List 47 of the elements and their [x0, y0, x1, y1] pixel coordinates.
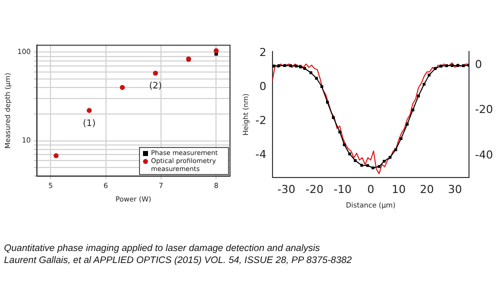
point — [332, 116, 335, 119]
point — [348, 152, 352, 156]
point — [366, 164, 370, 167]
y2-tick-label: -40 — [475, 148, 493, 162]
point — [54, 153, 59, 158]
point — [303, 67, 306, 70]
annotation: (1) — [82, 118, 96, 129]
point — [378, 165, 381, 168]
point — [294, 64, 298, 68]
x-tick-label: 10 — [392, 182, 406, 196]
point — [309, 71, 312, 74]
x-tick-label: -30 — [277, 182, 296, 196]
point — [354, 159, 357, 162]
y-tick-label: -2 — [255, 114, 266, 128]
point — [338, 130, 342, 134]
text: Quantitative phase imaging applied to laser damage detection and analysis — [4, 243, 321, 255]
x-tick-label: -20 — [306, 182, 324, 196]
point — [411, 108, 414, 112]
point — [86, 108, 92, 114]
y2-tick-label: -20 — [475, 103, 493, 116]
point — [445, 64, 448, 68]
annotation: (2) — [149, 82, 162, 92]
point — [272, 64, 275, 68]
y-tick-label: 0 — [259, 80, 266, 94]
point — [434, 67, 437, 70]
y2-tick-label: 0 — [475, 58, 482, 72]
point — [462, 64, 465, 68]
y-tick-label: -4 — [255, 148, 266, 162]
point — [315, 76, 318, 80]
point — [283, 64, 286, 67]
point — [456, 64, 460, 67]
text: Laurent Gallais, et al APPLIED OPTICS (2015) VOL. 54, ISSUE 28, PP 8375-8382 — [4, 255, 352, 267]
point — [388, 156, 392, 159]
point — [422, 82, 426, 86]
x-tick-label: 30 — [448, 182, 462, 196]
y-tick-label: 2 — [259, 46, 266, 60]
x-tick-label: 20 — [420, 182, 434, 196]
x-tick-label: 0 — [367, 182, 374, 196]
point — [152, 70, 158, 76]
point — [320, 85, 324, 88]
point — [289, 64, 292, 68]
x-tick-label: -10 — [334, 182, 352, 196]
point — [326, 100, 329, 104]
point — [120, 85, 125, 90]
point — [214, 48, 219, 54]
point — [428, 74, 431, 76]
point — [450, 64, 454, 67]
